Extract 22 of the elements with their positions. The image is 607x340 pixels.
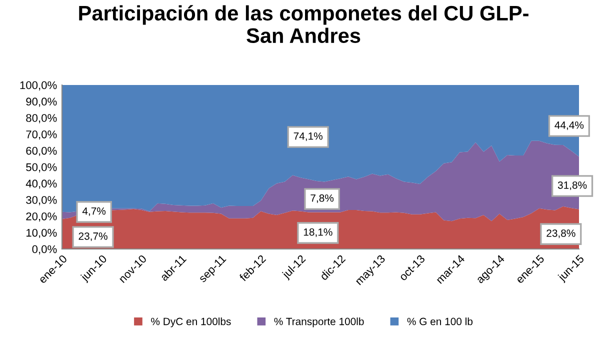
annotation: 18,1% xyxy=(304,228,332,237)
annotation: 44,4% xyxy=(554,121,584,130)
y-tick-label: 10,0% xyxy=(26,228,57,238)
annotation: 74,1% xyxy=(294,132,322,142)
y-tick-label: 50,0% xyxy=(26,163,57,172)
y-tick-label: 80,0% xyxy=(26,114,57,124)
annotation: 23,8% xyxy=(546,229,576,238)
y-tick-label: 100,0% xyxy=(20,81,57,90)
chart-title: Participación de las componetes del CU GLP- San Andres xyxy=(79,5,528,44)
annotation: 23,7% xyxy=(78,232,108,242)
y-tick-label: 20,0% xyxy=(26,212,57,222)
y-tick-label: 70,0% xyxy=(26,130,57,140)
annotation: 31,8% xyxy=(558,181,587,190)
y-tick-label: 60,0% xyxy=(26,146,57,156)
annotation: 7,8% xyxy=(310,194,334,204)
y-tick-label: 90,0% xyxy=(26,98,57,107)
legend-label: % G en 100 lb xyxy=(407,318,473,326)
y-tick-label: 30,0% xyxy=(26,196,57,206)
legend-label: % Transporte 100lb xyxy=(274,318,364,328)
legend-label: % DyC en 100lbs xyxy=(151,318,231,328)
y-tick-label: 0,0% xyxy=(32,245,57,254)
y-tick-label: 40,0% xyxy=(26,180,57,189)
